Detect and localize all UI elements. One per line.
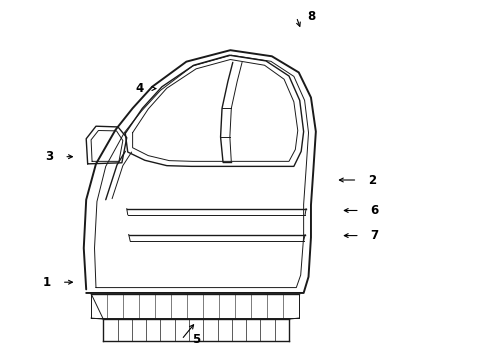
Text: 6: 6	[370, 204, 379, 217]
Text: 5: 5	[192, 333, 200, 346]
Text: 7: 7	[370, 229, 379, 242]
Text: 3: 3	[46, 150, 53, 163]
Text: 2: 2	[368, 174, 376, 186]
Text: 8: 8	[307, 10, 315, 23]
Text: 1: 1	[43, 276, 51, 289]
Text: 4: 4	[136, 82, 144, 95]
